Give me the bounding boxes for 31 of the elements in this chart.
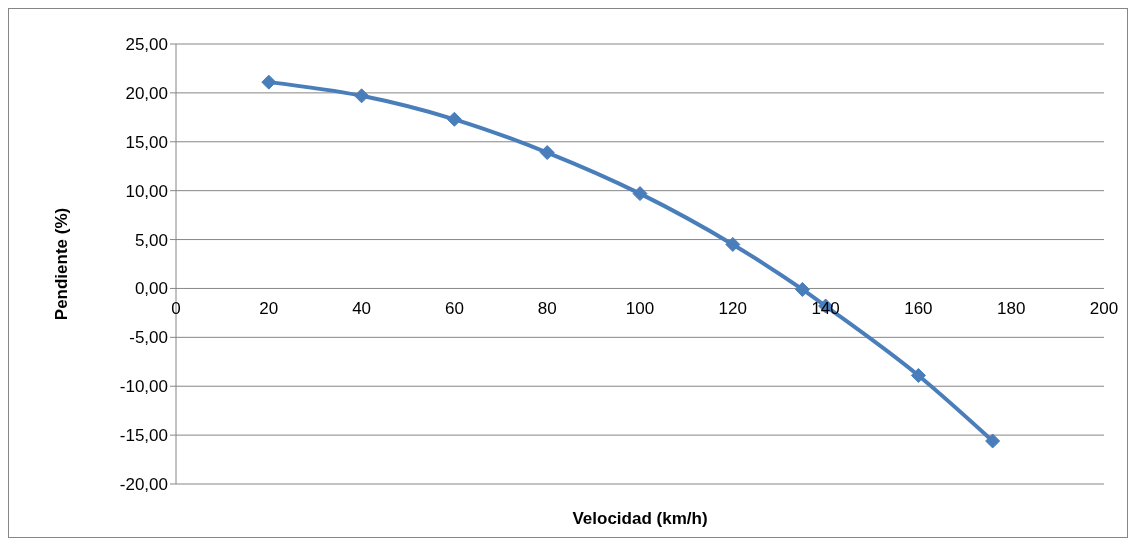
x-tick-label: 20 [259,298,279,318]
y-tick-label: 0,00 [134,279,168,299]
point [354,88,370,104]
x-tick-label: 200 [1089,298,1119,318]
point [725,236,741,252]
point [985,433,1001,449]
x-tick-label: 80 [537,298,557,318]
y-tick-label: 10,00 [125,181,168,201]
y-tick-label: -5,00 [129,328,168,348]
y-axis-title: Pendiente (%) [52,207,72,321]
x-tick-label: 180 [997,298,1026,318]
y-tick-label: 5,00 [134,230,168,250]
y-tick-label: -10,00 [119,377,168,397]
point [261,74,277,90]
x-tick-label: 100 [625,298,655,318]
point [794,281,810,297]
point [446,111,462,127]
x-tick-label: 0 [171,298,181,318]
point [910,367,926,383]
y-tick-label: 15,00 [125,132,168,152]
x-tick-label: 120 [718,298,747,318]
x-tick-label: 60 [444,298,464,318]
y-tick-label: 25,00 [125,35,168,55]
y-tick-label: -15,00 [119,426,168,446]
x-axis-title: Velocidad (km/h) [572,509,708,528]
point [632,186,648,202]
x-tick-label: 160 [904,298,933,318]
y-tick-label: -20,00 [119,475,168,495]
x-tick-label: 40 [352,298,372,318]
y-tick-label: 20,00 [125,83,168,103]
point [539,145,555,161]
